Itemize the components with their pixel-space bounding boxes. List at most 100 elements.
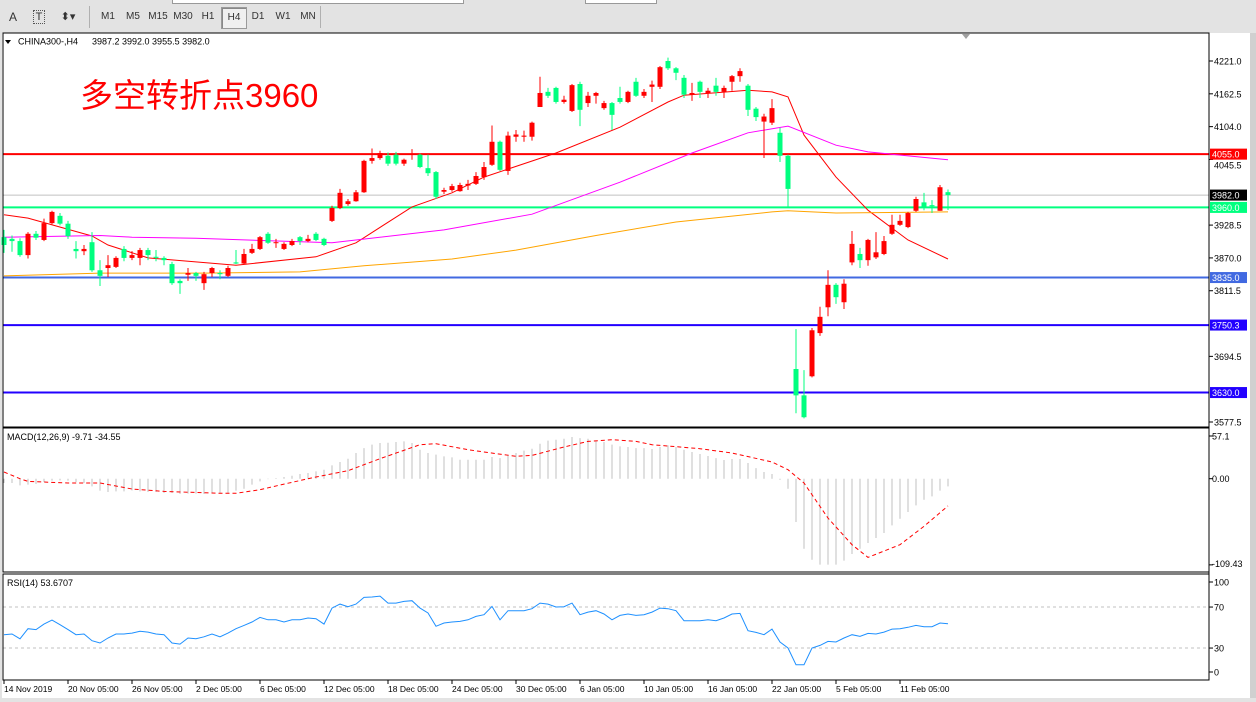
candle-body bbox=[265, 233, 271, 243]
candle bbox=[265, 232, 271, 244]
price-line-label-box bbox=[1210, 319, 1247, 331]
candle bbox=[377, 150, 383, 160]
candle bbox=[89, 232, 95, 272]
candle-body bbox=[209, 268, 215, 274]
candle bbox=[393, 151, 399, 166]
chart-shift-icon[interactable] bbox=[962, 34, 970, 39]
toolbar-divider bbox=[320, 6, 321, 28]
candle bbox=[425, 154, 431, 177]
annotation-text: 多空转折点3960 bbox=[80, 77, 318, 114]
time-tick-label: 24 Dec 05:00 bbox=[452, 684, 503, 694]
moving-average-ma-fast bbox=[3, 89, 949, 266]
chart-window[interactable]: MACD(12,26,9) -9.71 -34.55 RSI(14) 53.67… bbox=[0, 31, 1256, 702]
candle bbox=[281, 242, 287, 251]
time-tick-label: 12 Dec 05:00 bbox=[324, 684, 375, 694]
candle-body bbox=[521, 135, 527, 137]
candle-body bbox=[249, 248, 255, 253]
candle bbox=[313, 232, 319, 242]
candle-body bbox=[817, 316, 823, 334]
candle bbox=[409, 149, 415, 160]
candle bbox=[177, 279, 183, 294]
timeframe-m1[interactable]: M1 bbox=[101, 11, 115, 22]
timeframe-h4[interactable]: H4 bbox=[221, 7, 247, 29]
candle bbox=[345, 199, 351, 206]
candle-body bbox=[185, 273, 191, 275]
scrollbar[interactable] bbox=[1250, 33, 1256, 698]
timeframe-h1[interactable]: H1 bbox=[201, 11, 215, 22]
timeframe-m5[interactable]: M5 bbox=[126, 11, 140, 22]
candle-body bbox=[729, 76, 735, 82]
candle-body bbox=[897, 220, 903, 225]
toolbar: A T ⬍▾ M1 M5 M15 M30 H1 H4 D1 W1 MN bbox=[0, 0, 1256, 31]
time-tick-label: 26 Nov 05:00 bbox=[132, 684, 183, 694]
macd-panel: MACD(12,26,9) -9.71 -34.55 bbox=[3, 432, 949, 565]
candle bbox=[441, 187, 447, 194]
candle bbox=[793, 329, 799, 414]
candle-body bbox=[273, 242, 279, 244]
candle bbox=[225, 265, 231, 277]
candle bbox=[937, 184, 943, 211]
toolbar-strip bbox=[585, 0, 657, 4]
candle-body bbox=[465, 183, 471, 186]
candle-body bbox=[793, 368, 799, 396]
candle-body bbox=[809, 330, 815, 377]
candle-body bbox=[281, 243, 287, 249]
candle bbox=[249, 243, 255, 254]
timeframe-w1[interactable]: W1 bbox=[275, 11, 291, 22]
candle-body bbox=[17, 241, 23, 256]
candle-body bbox=[929, 205, 935, 207]
bid-price-label-box bbox=[1210, 189, 1247, 201]
text-label-icon[interactable]: T bbox=[30, 7, 48, 27]
candle bbox=[537, 76, 543, 108]
candle bbox=[33, 230, 39, 240]
time-tick-label: 5 Feb 05:00 bbox=[836, 684, 882, 694]
candle-body bbox=[81, 248, 87, 252]
time-tick-label: 2 Dec 05:00 bbox=[196, 684, 242, 694]
timeframe-m30[interactable]: M30 bbox=[173, 11, 193, 22]
candle bbox=[681, 75, 687, 99]
dropdown-triangle-icon[interactable] bbox=[5, 40, 11, 44]
candle-body bbox=[97, 270, 103, 276]
candle bbox=[169, 261, 175, 285]
candle bbox=[633, 77, 639, 97]
candle bbox=[361, 159, 367, 193]
candle bbox=[825, 270, 831, 317]
candle-body bbox=[705, 90, 711, 93]
candle-body bbox=[921, 202, 927, 207]
toolbar-strip bbox=[172, 0, 464, 4]
candle-body bbox=[545, 91, 551, 96]
candle bbox=[369, 148, 375, 164]
candle-body bbox=[937, 187, 943, 211]
candle-body bbox=[761, 116, 767, 122]
candle bbox=[25, 232, 31, 259]
timeframe-d1[interactable]: D1 bbox=[251, 11, 265, 22]
candle-body bbox=[161, 257, 167, 261]
candle-body bbox=[481, 167, 487, 178]
candle bbox=[649, 80, 655, 102]
candle bbox=[417, 153, 423, 169]
candle-body bbox=[473, 176, 479, 184]
text-icon[interactable]: A bbox=[8, 10, 17, 24]
arrows-icon[interactable]: ⬍▾ bbox=[60, 11, 76, 23]
candle bbox=[617, 86, 623, 104]
timeframe-mn[interactable]: MN bbox=[300, 11, 316, 22]
candle-body bbox=[9, 238, 15, 242]
candle bbox=[337, 188, 343, 210]
candle-body bbox=[193, 273, 199, 276]
candle bbox=[809, 328, 815, 378]
candle bbox=[193, 271, 199, 281]
candle-body bbox=[777, 132, 783, 156]
candle-body bbox=[785, 155, 791, 189]
candle bbox=[57, 213, 63, 226]
candle-body bbox=[73, 248, 79, 252]
candle bbox=[625, 90, 631, 104]
candle bbox=[161, 256, 167, 266]
candle-body bbox=[33, 233, 39, 238]
candle bbox=[673, 67, 679, 81]
candle-body bbox=[449, 186, 455, 191]
candle bbox=[121, 246, 127, 262]
timeframe-m15[interactable]: M15 bbox=[148, 11, 168, 22]
candle-body bbox=[865, 239, 871, 261]
candle-body bbox=[513, 134, 519, 137]
candle-body bbox=[665, 61, 671, 69]
